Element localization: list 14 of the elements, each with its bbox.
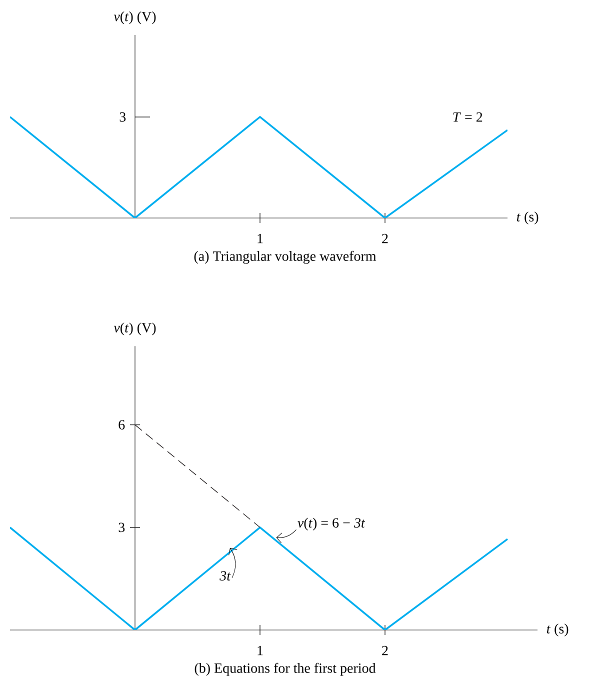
annotation: 3t — [220, 571, 231, 581]
x-tick-label: 1 — [258, 646, 263, 656]
x-axis-title: t (s) — [546, 624, 568, 636]
x-tick-label: 2 — [382, 234, 388, 244]
y-axis-title: v(t) (V) — [114, 11, 156, 24]
x-tick-label: 2 — [382, 646, 388, 656]
annotation: T = 2 — [453, 112, 482, 122]
y-axis-title: v(t) (V) — [114, 322, 156, 336]
annotation: v(t) = 6 − 3t — [298, 518, 366, 530]
text: (a) Triangular voltage waveform — [194, 250, 376, 264]
y-tick-label: 6 — [118, 420, 125, 430]
x-tick-label: 1 — [258, 234, 263, 244]
x-axis-title: t (s) — [516, 212, 538, 224]
text: (b) Equations for the first period — [194, 662, 376, 676]
